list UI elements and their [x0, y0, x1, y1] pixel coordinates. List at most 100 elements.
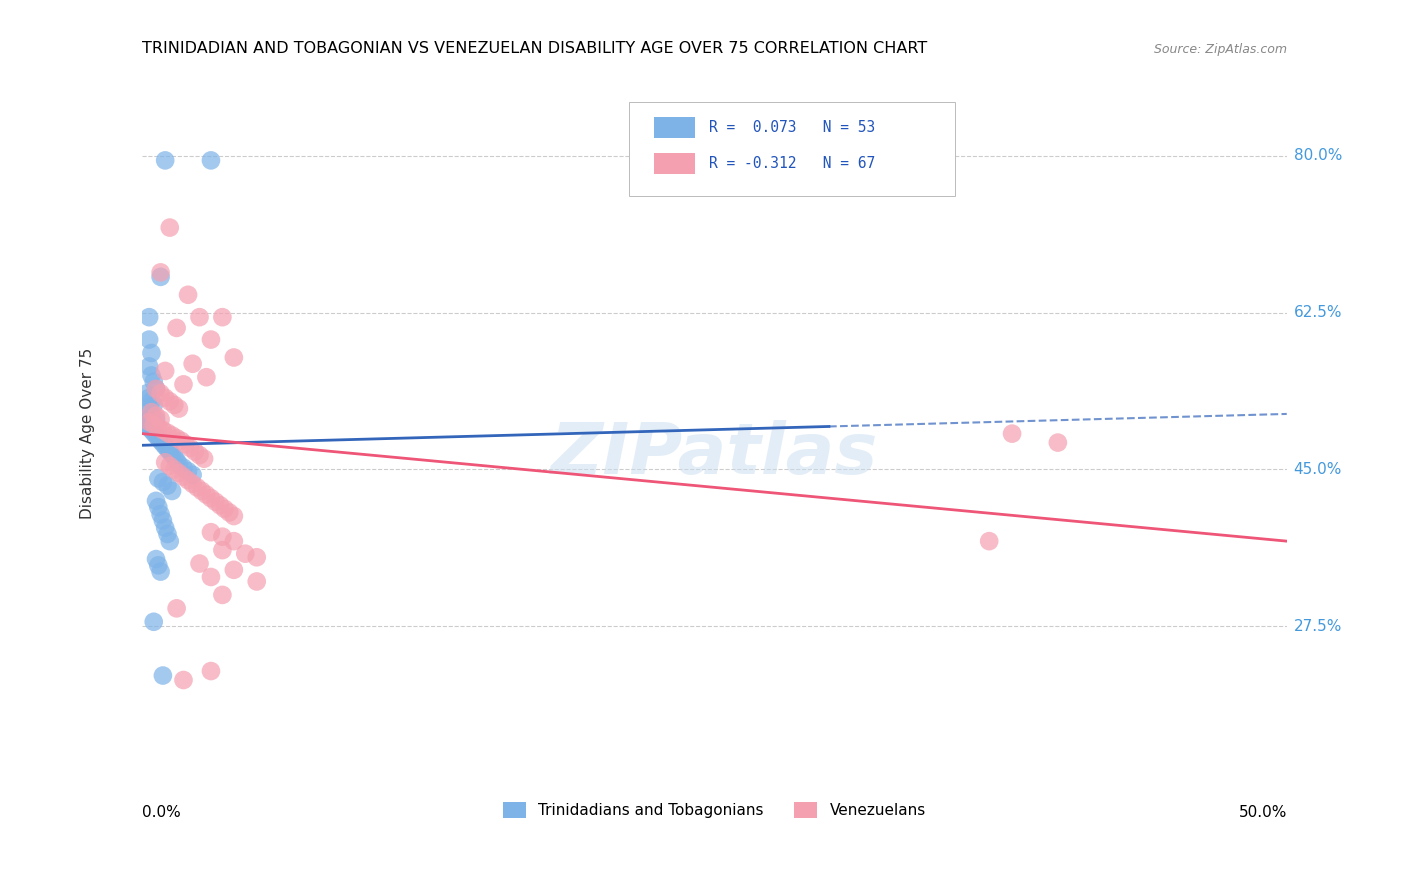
Point — [211, 530, 233, 544]
Point — [173, 377, 195, 392]
Point — [174, 437, 197, 451]
Point — [188, 557, 211, 571]
Point — [233, 547, 256, 561]
Point — [177, 464, 200, 478]
Point — [141, 346, 163, 360]
FancyBboxPatch shape — [628, 102, 955, 196]
Point — [186, 480, 208, 494]
Point — [153, 439, 176, 453]
Point — [177, 287, 200, 301]
Point — [148, 431, 170, 445]
Point — [148, 500, 170, 514]
Point — [149, 434, 172, 448]
Point — [152, 436, 174, 450]
Point — [166, 453, 188, 467]
Point — [153, 364, 176, 378]
Point — [160, 483, 183, 498]
Point — [167, 401, 190, 416]
Point — [149, 386, 172, 401]
Point — [159, 444, 181, 458]
Text: 80.0%: 80.0% — [1294, 148, 1341, 163]
Point — [200, 491, 222, 505]
Point — [135, 417, 157, 432]
Point — [141, 423, 163, 437]
Point — [152, 475, 174, 489]
Point — [222, 534, 245, 549]
Point — [138, 333, 160, 347]
Point — [156, 527, 179, 541]
Point — [179, 441, 201, 455]
Point — [200, 333, 222, 347]
Point — [148, 471, 170, 485]
Point — [200, 570, 222, 584]
Point — [181, 476, 204, 491]
Point — [195, 370, 218, 384]
Point — [138, 420, 160, 434]
Text: R =  0.073   N = 53: R = 0.073 N = 53 — [709, 120, 875, 135]
Point — [141, 368, 163, 383]
Point — [214, 502, 236, 516]
Point — [211, 588, 233, 602]
Point — [145, 493, 167, 508]
Point — [204, 494, 226, 508]
Point — [218, 506, 240, 520]
Point — [181, 357, 204, 371]
Point — [142, 398, 165, 412]
Point — [166, 431, 188, 445]
Point — [145, 412, 167, 426]
Point — [156, 442, 179, 456]
Point — [145, 382, 167, 396]
Point — [173, 460, 195, 475]
Point — [138, 310, 160, 325]
Point — [149, 565, 172, 579]
Point — [153, 521, 176, 535]
Point — [246, 550, 269, 565]
Point — [211, 310, 233, 325]
Point — [149, 508, 172, 522]
Point — [152, 423, 174, 437]
Point — [142, 615, 165, 629]
Point — [246, 574, 269, 589]
Point — [173, 673, 195, 687]
Point — [159, 394, 181, 409]
Text: TRINIDADIAN AND TOBAGONIAN VS VENEZUELAN DISABILITY AGE OVER 75 CORRELATION CHAR: TRINIDADIAN AND TOBAGONIAN VS VENEZUELAN… — [142, 41, 928, 56]
Point — [142, 417, 165, 432]
Point — [222, 351, 245, 365]
Point — [145, 382, 167, 396]
Point — [173, 469, 195, 483]
Point — [149, 412, 172, 426]
Point — [1046, 435, 1069, 450]
Point — [191, 483, 214, 498]
Point — [200, 153, 222, 168]
Text: 45.0%: 45.0% — [1294, 462, 1341, 477]
Point — [188, 448, 211, 462]
Point — [135, 405, 157, 419]
Text: ZIPatlas: ZIPatlas — [551, 420, 879, 489]
Point — [156, 478, 179, 492]
Point — [163, 462, 186, 476]
Point — [138, 391, 160, 405]
Text: 27.5%: 27.5% — [1294, 619, 1341, 633]
Point — [153, 153, 176, 168]
Point — [145, 428, 167, 442]
Point — [145, 409, 167, 423]
FancyBboxPatch shape — [654, 153, 695, 174]
Text: R = -0.312   N = 67: R = -0.312 N = 67 — [709, 156, 875, 170]
Point — [222, 509, 245, 524]
Point — [149, 269, 172, 284]
Point — [142, 425, 165, 440]
Point — [167, 466, 190, 480]
Point — [145, 552, 167, 566]
Point — [148, 558, 170, 573]
FancyBboxPatch shape — [654, 117, 695, 138]
Point — [166, 601, 188, 615]
Point — [138, 401, 160, 416]
Point — [141, 405, 163, 419]
Text: 0.0%: 0.0% — [142, 805, 181, 821]
Point — [138, 415, 160, 429]
Point — [138, 415, 160, 429]
Point — [177, 473, 200, 487]
Point — [1001, 426, 1024, 441]
Point — [153, 455, 176, 469]
Point — [193, 451, 215, 466]
